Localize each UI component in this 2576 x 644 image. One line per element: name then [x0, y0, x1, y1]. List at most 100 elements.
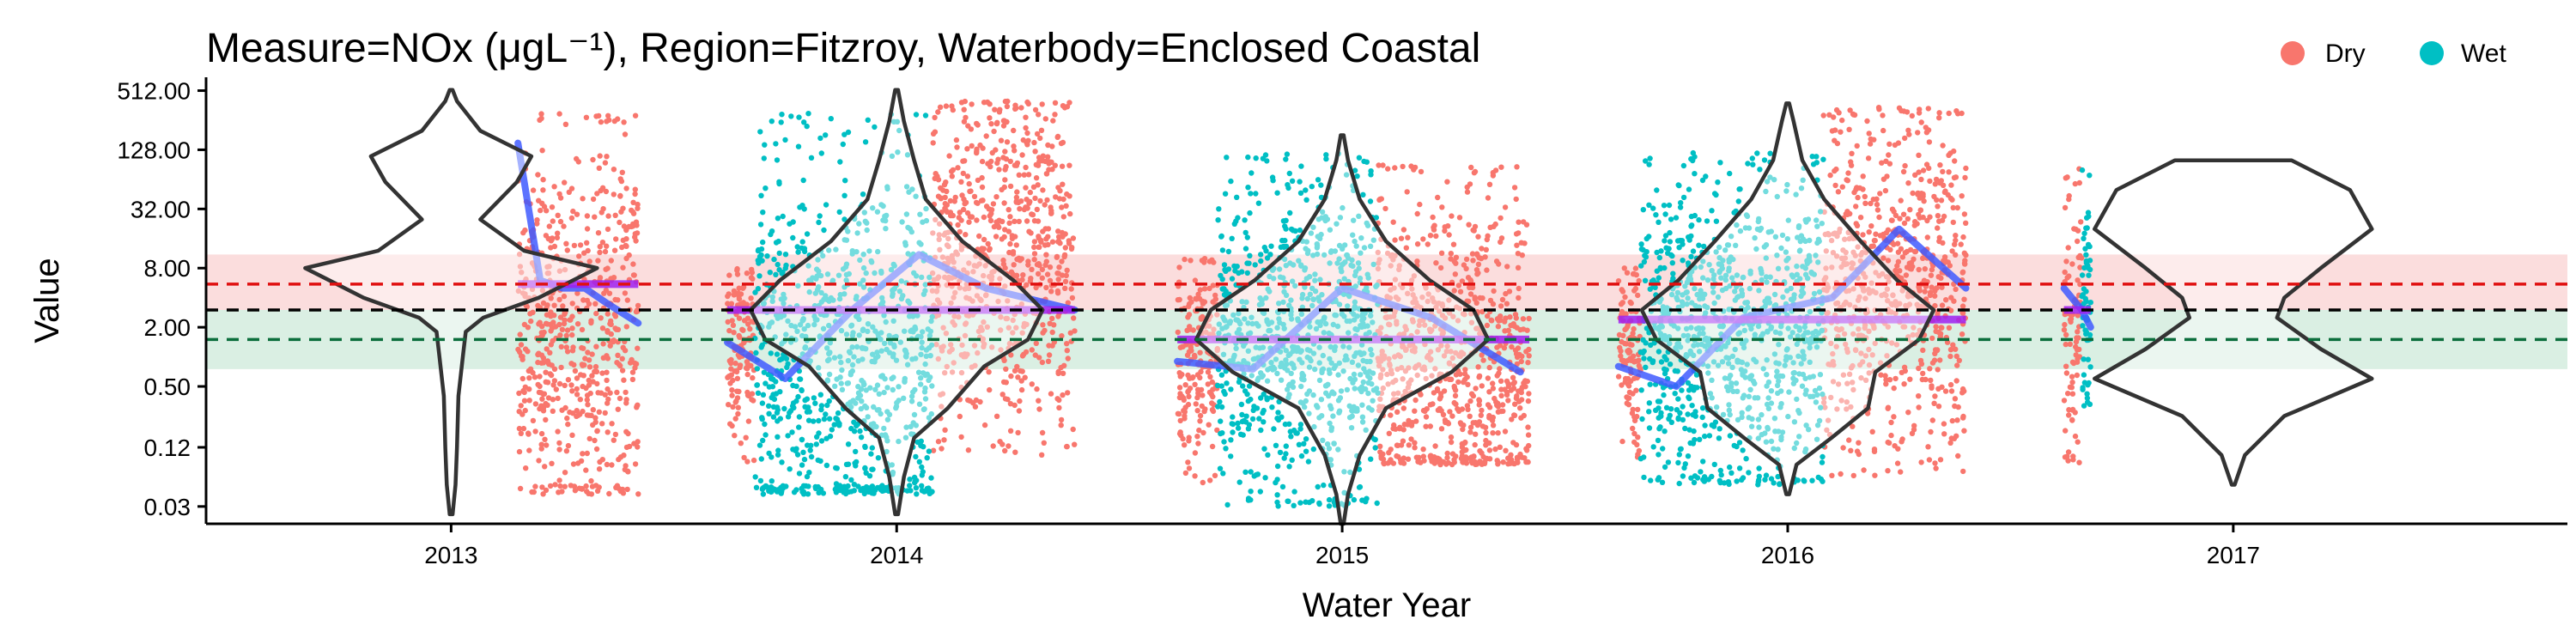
data-point	[1297, 500, 1303, 506]
data-point	[1519, 252, 1526, 258]
data-point	[1001, 357, 1007, 363]
data-point	[1885, 439, 1891, 446]
data-point	[1305, 459, 1312, 465]
data-point	[583, 483, 589, 489]
data-point	[584, 213, 591, 219]
data-point	[776, 250, 782, 257]
data-point	[1245, 154, 1251, 161]
data-point	[2062, 204, 2069, 211]
data-point	[1920, 347, 1926, 354]
data-point	[544, 442, 550, 448]
data-point	[1326, 503, 1333, 509]
data-point	[1203, 329, 1209, 336]
data-point	[1450, 313, 1456, 319]
data-point	[1000, 123, 1007, 129]
data-point	[1212, 472, 1218, 478]
data-point	[1927, 366, 1933, 372]
data-point	[2065, 458, 2071, 464]
data-point	[635, 302, 641, 309]
data-point	[1036, 398, 1042, 404]
data-point	[635, 345, 641, 351]
data-point	[1412, 440, 1418, 446]
data-point	[1028, 276, 1034, 282]
data-point	[1491, 288, 1497, 295]
data-point	[1023, 349, 1030, 355]
data-point	[619, 355, 625, 361]
data-point	[736, 388, 742, 395]
data-point	[555, 428, 561, 434]
data-point	[1380, 451, 1386, 457]
data-point	[939, 254, 946, 260]
data-point	[1010, 249, 1017, 255]
data-point	[629, 356, 635, 363]
data-point	[1194, 408, 1200, 414]
data-point	[1444, 343, 1450, 349]
data-point	[1377, 330, 1383, 337]
data-point	[558, 343, 564, 350]
data-point	[1905, 410, 1911, 416]
data-point	[1067, 210, 1073, 217]
data-point	[1926, 457, 1933, 463]
data-point	[961, 267, 967, 273]
data-point	[1516, 285, 1522, 292]
data-point	[1015, 429, 1021, 436]
data-point	[1001, 200, 1007, 206]
data-point	[997, 439, 1003, 445]
data-point	[799, 239, 805, 245]
data-point	[1031, 139, 1037, 146]
data-point	[1016, 172, 1023, 178]
data-point	[1476, 402, 1482, 408]
data-point	[586, 377, 592, 384]
data-point	[594, 191, 600, 197]
data-point	[1185, 459, 1191, 465]
data-point	[1234, 194, 1240, 200]
data-point	[908, 488, 914, 494]
data-point	[1467, 429, 1473, 435]
data-point	[1937, 179, 1943, 186]
data-point	[1523, 446, 1529, 452]
data-point	[1618, 348, 1624, 354]
data-point	[726, 291, 732, 297]
data-point	[574, 211, 580, 217]
data-point	[578, 458, 585, 464]
data-point	[1892, 443, 1898, 449]
data-point	[1049, 315, 1055, 322]
data-point	[1021, 206, 1028, 213]
data-point	[1876, 106, 1882, 112]
data-point	[1452, 392, 1459, 399]
data-point	[836, 209, 842, 216]
data-point	[1070, 235, 1077, 241]
data-point	[1025, 172, 1032, 178]
data-point	[1627, 341, 1633, 348]
data-point	[547, 483, 554, 489]
data-point	[1393, 426, 1399, 432]
data-point	[2063, 363, 2069, 369]
data-point	[1509, 343, 1515, 350]
data-point	[1182, 382, 1188, 388]
data-point	[568, 382, 574, 388]
data-point	[1846, 126, 1852, 132]
data-point	[940, 343, 946, 349]
data-point	[935, 355, 942, 362]
data-point	[759, 342, 765, 349]
data-point	[1510, 374, 1516, 380]
data-point	[1039, 266, 1046, 273]
data-point	[1483, 429, 1489, 436]
data-point	[1840, 445, 1846, 451]
data-point	[740, 285, 746, 291]
data-point	[1064, 341, 1070, 347]
data-point	[1958, 241, 1964, 247]
data-point	[1006, 340, 1013, 347]
data-point	[1901, 381, 1907, 387]
data-point	[1001, 118, 1007, 124]
data-point	[1498, 215, 1504, 222]
data-point	[1186, 312, 1193, 318]
data-point	[1521, 219, 1527, 225]
data-point	[1216, 206, 1222, 212]
data-point	[770, 414, 777, 420]
data-point	[1400, 343, 1406, 350]
data-point	[592, 301, 598, 307]
data-point	[1441, 388, 1448, 394]
data-point	[1069, 245, 1075, 251]
data-point	[1054, 396, 1060, 402]
